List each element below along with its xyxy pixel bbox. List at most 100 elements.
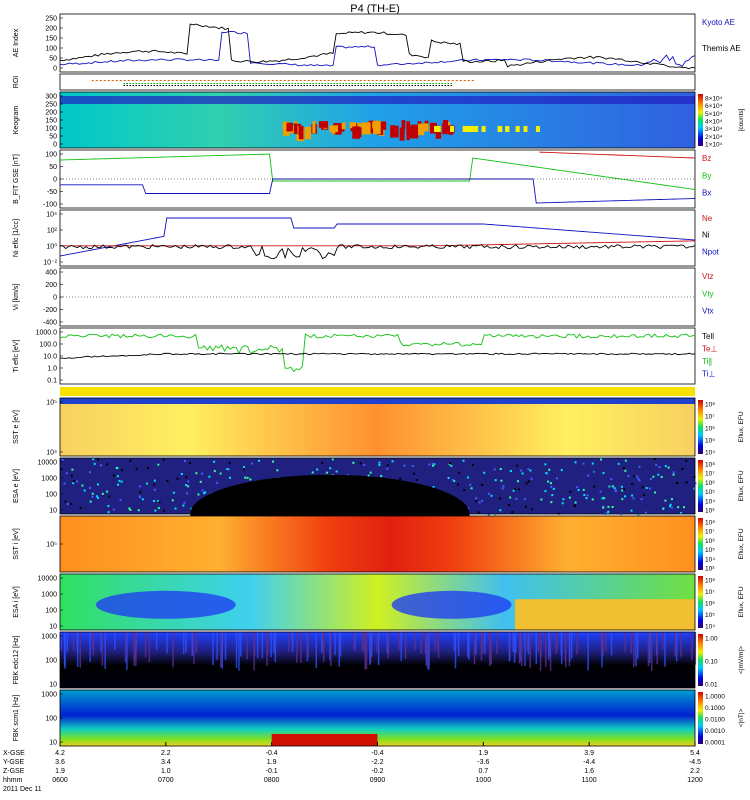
esa-e-noise (272, 460, 275, 463)
roi-mark (207, 85, 209, 86)
esa-i-blob (95, 590, 236, 619)
roi-mark (309, 83, 311, 84)
roi-mark (447, 83, 449, 84)
roi-mark (291, 85, 293, 86)
esa-e-noise (561, 502, 564, 505)
roi-mark (228, 83, 230, 84)
esa-e-noise (545, 472, 548, 475)
ytick-label: 100 (45, 126, 57, 133)
roi-mark (360, 83, 362, 84)
roi-mark (396, 85, 398, 86)
ytick-label: 1000 (41, 476, 57, 483)
roi-mark (126, 85, 128, 86)
panel-ylabel-esa1: ESA e [eV] (13, 469, 20, 503)
esa-e-noise (487, 513, 490, 516)
esa-e-noise (676, 482, 679, 485)
fbk-edc-line (185, 632, 187, 653)
legend-bx: Bx (702, 189, 711, 198)
footer-value: 0600 (52, 777, 68, 784)
roi-mark (417, 83, 419, 84)
fbk-edc-line (212, 632, 214, 666)
esa-e-noise (587, 474, 590, 477)
esa-e-noise (680, 511, 683, 514)
fbk-edc-line (182, 632, 185, 655)
fbk-edc-line (521, 632, 523, 666)
roi-mark (174, 85, 176, 86)
roi-mark (156, 83, 158, 84)
esa-e-noise (693, 476, 696, 479)
esa-e-noise (228, 462, 231, 465)
fbk-edc-line (547, 632, 550, 660)
roi-mark (403, 80, 406, 81)
esa-e-noise (432, 486, 435, 489)
roi-mark (463, 80, 466, 81)
esa-e-noise (655, 463, 658, 466)
roi-mark (107, 80, 110, 81)
esa-e-noise (120, 469, 123, 472)
esa-e-noise (195, 472, 198, 475)
panel-sst2 (59, 515, 703, 573)
roi-mark (375, 80, 378, 81)
esa-e-noise (107, 511, 110, 514)
roi-mark (273, 83, 275, 84)
fbk-edc-line (66, 632, 69, 652)
fbk-edc-line (101, 632, 104, 666)
roi-mark (131, 80, 134, 81)
esa-e-noise (97, 458, 100, 461)
roi-mark (335, 80, 338, 81)
fbk-edc-line (488, 632, 491, 667)
keogram-aurora (429, 122, 437, 134)
esa-e-noise (644, 511, 647, 514)
ytick-label: 10000 (38, 460, 58, 467)
roi-mark (263, 80, 266, 81)
esa-e-noise (153, 488, 156, 491)
roi-mark (276, 85, 278, 86)
roi-mark (174, 83, 176, 84)
fbk-edc-line (76, 632, 79, 653)
panel-frame-sst1 (59, 397, 696, 457)
footer-value: -0.4 (371, 750, 383, 757)
colorbar-tick: 8×10⁴ (705, 96, 723, 103)
esa-e-noise (672, 471, 675, 474)
colorbar-tick: 10⁶ (705, 538, 715, 545)
roi-mark (381, 85, 383, 86)
colorbar-tick: 10⁴ (705, 624, 715, 631)
roi-mark (375, 83, 377, 84)
fbk-edc-line (537, 632, 540, 652)
footer-value: 0800 (264, 777, 280, 784)
esa-e-noise (403, 464, 406, 467)
fbk-edc-line (473, 632, 476, 665)
fbk-edc-line (221, 632, 224, 669)
roi-mark (345, 83, 347, 84)
ytick-label: 150 (45, 36, 57, 43)
esa-i-hot (515, 599, 695, 630)
roi-mark (150, 83, 152, 84)
fbk-edc-line (555, 632, 557, 654)
keogram-aurora (352, 126, 360, 139)
roi-mark (99, 80, 102, 81)
fbk-edc-line (63, 632, 66, 667)
colorbar-esa2 (698, 576, 703, 628)
roi-mark (315, 85, 317, 86)
fbk-edc-line (637, 632, 639, 659)
roi-mark (327, 83, 329, 84)
ytick-label: 200 (45, 282, 57, 289)
panel-ylabel-fbk2: FBK scm1 [Hz] (13, 695, 20, 742)
roi-mark (384, 85, 386, 86)
ytick-label: 10 (49, 624, 57, 631)
keogram-band (60, 96, 695, 104)
roi-mark (138, 85, 140, 86)
fbk-edc-line (524, 632, 526, 667)
fbk-edc-line (674, 632, 676, 656)
footer-value: -0.2 (371, 768, 383, 775)
footer-value: 1.6 (584, 768, 594, 775)
esa-e-noise (378, 461, 381, 464)
esa-e-noise (162, 458, 165, 461)
roi-mark (357, 85, 359, 86)
esa-e-noise (635, 475, 638, 478)
ytick-label: 10⁴ (46, 212, 57, 219)
fbk-edc-line (274, 632, 277, 663)
roi-mark (411, 85, 413, 86)
fbk-edc-line (364, 632, 366, 670)
roi-mark (438, 85, 440, 86)
